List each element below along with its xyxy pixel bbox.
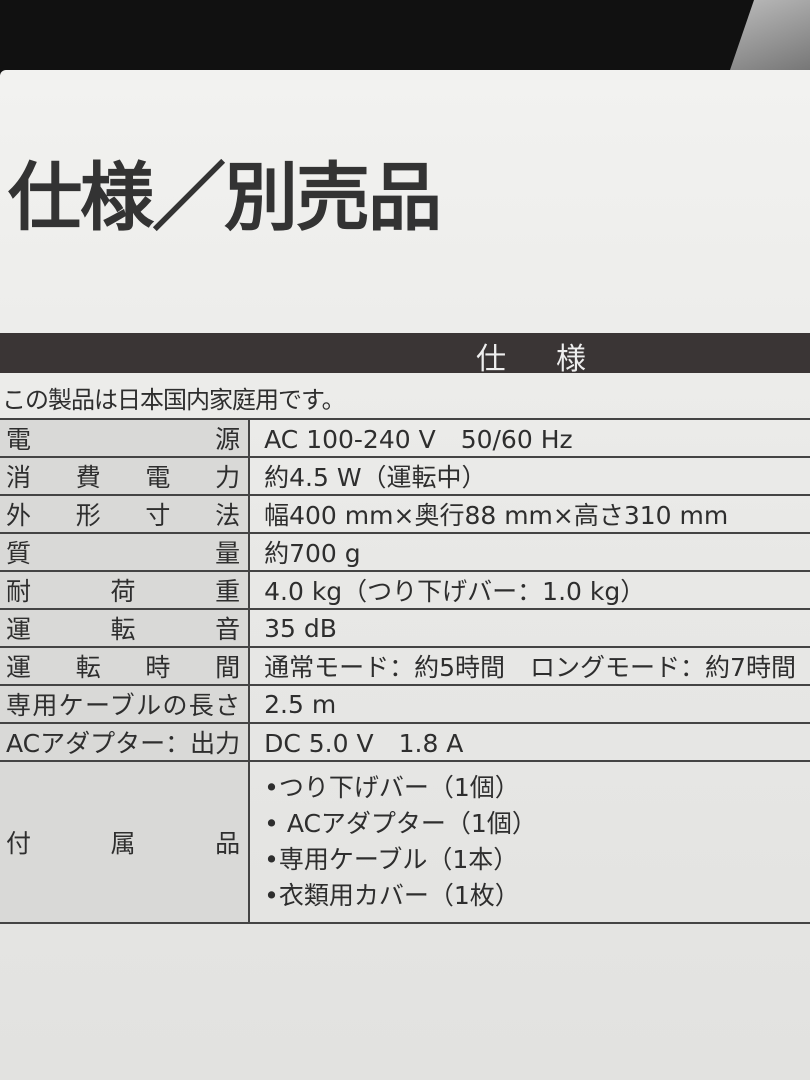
spec-table: 電源 AC 100-240 V 50/60 Hz 消費電力 約4.5 W（運転中） 外形… <box>0 418 810 924</box>
spec-value: 約700 g <box>249 532 810 572</box>
spec-label: 運転時間 <box>0 646 251 686</box>
table-row-accessories: 付属品 •つり下げバー（1個） • ACアダプター（1個） •専用ケーブル（1本） •衣… <box>0 760 810 924</box>
spec-label: 消費電力 <box>0 456 251 496</box>
background-dark-area <box>0 0 810 78</box>
spec-value: 35 dB <box>249 608 810 648</box>
accessory-item: • ACアダプター（1個） <box>264 809 537 838</box>
spec-label: 質量 <box>0 532 251 572</box>
table-row: 耐荷重 4.0 kg（つり下げバー：1.0 kg） <box>0 570 810 610</box>
table-row: 質量 約700 g <box>0 532 810 572</box>
accessory-item: •衣類用カバー（1枚） <box>264 881 520 910</box>
spec-label: 耐荷重 <box>0 570 251 610</box>
table-row: 運転時間 通常モード：約5時間 ロングモード：約7時間 <box>0 646 810 686</box>
table-row: ACアダプター：出力 DC 5.0 V 1.8 A <box>0 722 810 762</box>
section-header-bar <box>0 333 810 373</box>
accessory-item: •専用ケーブル（1本） <box>264 845 519 874</box>
spec-label: 電源 <box>0 418 251 458</box>
section-header: 仕様 <box>476 342 636 377</box>
spec-value: 2.5 m <box>249 684 810 724</box>
table-row: 電源 AC 100-240 V 50/60 Hz <box>0 418 810 458</box>
intro-text: この製品は日本国内家庭用です。 <box>2 386 346 414</box>
spec-label: 運転音 <box>0 608 251 648</box>
spec-value: DC 5.0 V 1.8 A <box>249 722 810 762</box>
spec-value: 約4.5 W（運転中） <box>249 456 810 496</box>
spec-value: 通常モード：約5時間 ロングモード：約7時間 <box>249 646 810 686</box>
spec-value: 幅400 mm×奥行88 mm×高さ310 mm <box>249 494 810 534</box>
table-row: 外形寸法 幅400 mm×奥行88 mm×高さ310 mm <box>0 494 810 534</box>
table-row: 専用ケーブルの長さ 2.5 m <box>0 684 810 724</box>
spec-label: 外形寸法 <box>0 494 251 534</box>
accessory-item: •つり下げバー（1個） <box>264 773 520 802</box>
spec-label: 付属品 <box>0 760 251 924</box>
spec-label: ACアダプター：出力 <box>0 722 251 762</box>
spec-value: 4.0 kg（つり下げバー：1.0 kg） <box>249 570 810 610</box>
table-row: 消費電力 約4.5 W（運転中） <box>0 456 810 496</box>
table-row: 運転音 35 dB <box>0 608 810 648</box>
spec-value: AC 100-240 V 50/60 Hz <box>249 418 810 458</box>
accessory-list: •つり下げバー（1個） • ACアダプター（1個） •専用ケーブル（1本） •衣類用カ… <box>249 760 810 924</box>
spec-label: 専用ケーブルの長さ <box>0 684 251 724</box>
page-title: 仕様／別売品 <box>8 155 442 241</box>
